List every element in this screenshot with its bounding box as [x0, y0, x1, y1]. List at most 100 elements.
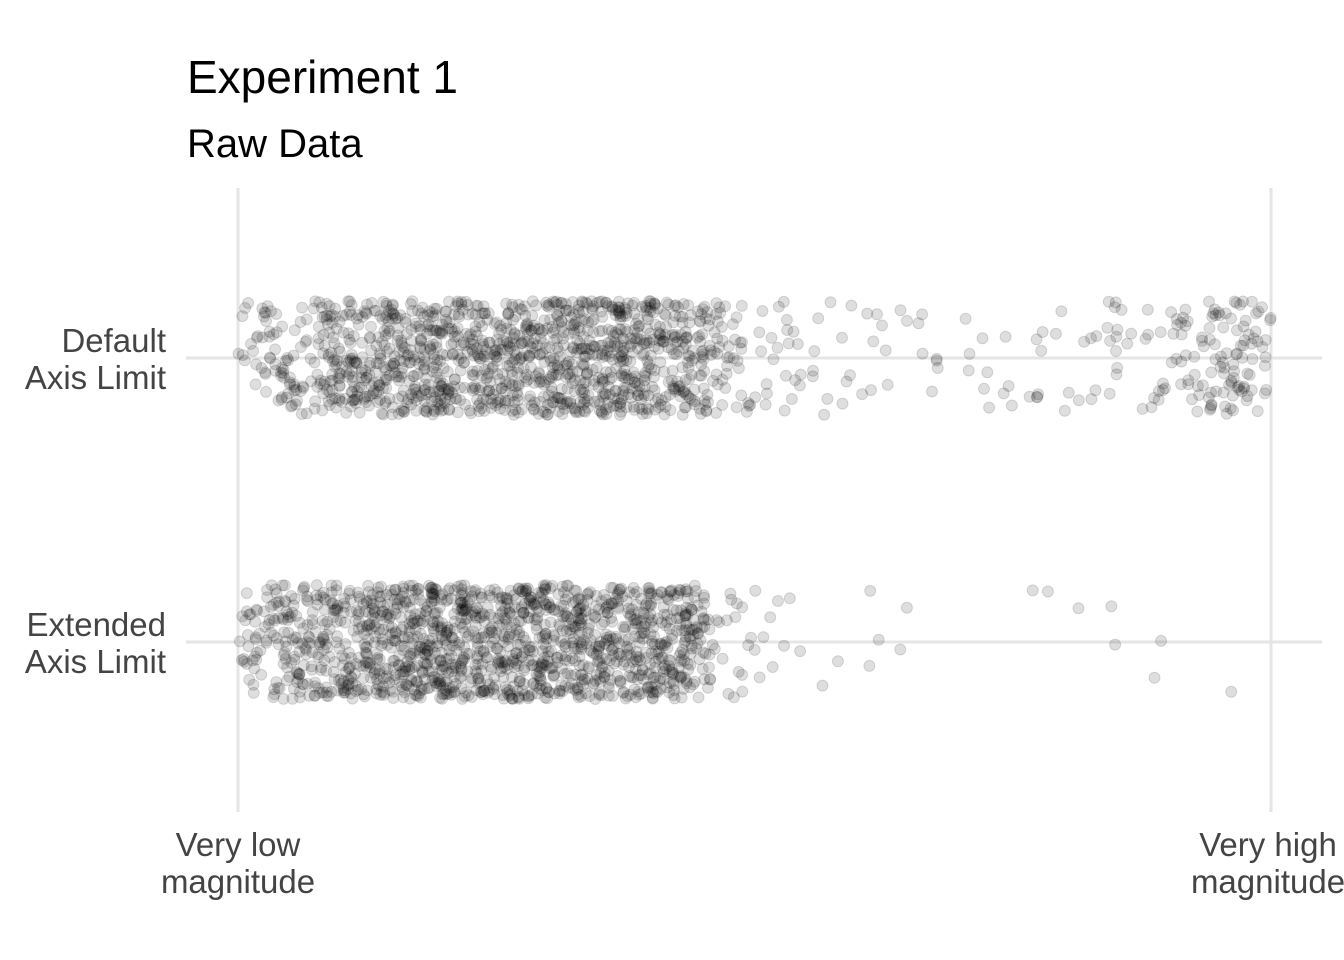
data-point: [441, 383, 453, 396]
data-point: [1243, 368, 1256, 381]
data-point: [628, 307, 641, 320]
data-point: [471, 299, 484, 312]
data-point: [272, 600, 285, 612]
data-point: [632, 320, 645, 333]
data-point: [336, 360, 349, 373]
data-point: [417, 359, 430, 371]
data-point: [605, 325, 618, 337]
data-point: [559, 298, 572, 310]
data-point: [1110, 345, 1122, 357]
data-point: [791, 338, 804, 350]
data-point: [726, 318, 739, 331]
data-point: [323, 300, 336, 313]
data-point: [473, 384, 486, 397]
data-point: [248, 650, 261, 663]
data-point: [340, 354, 353, 367]
data-point: [452, 354, 465, 367]
data-point: [315, 301, 328, 314]
data-point: [367, 384, 380, 397]
data-point: [664, 404, 677, 417]
data-point: [1256, 301, 1268, 314]
data-point: [270, 326, 283, 339]
data-point: [614, 310, 627, 323]
data-point: [456, 303, 469, 316]
data-point: [465, 407, 477, 420]
data-point: [346, 375, 359, 387]
data-point: [615, 369, 628, 382]
data-point: [402, 348, 415, 361]
data-point: [580, 342, 593, 355]
data-point: [501, 344, 514, 357]
data-point: [491, 345, 504, 358]
data-point: [543, 341, 556, 354]
data-point: [557, 326, 570, 339]
data-point: [688, 395, 701, 408]
data-point: [472, 350, 485, 363]
data-point: [1145, 401, 1158, 414]
data-point: [783, 592, 796, 605]
data-point: [840, 375, 853, 388]
data-point: [422, 318, 435, 331]
data-point: [407, 593, 420, 606]
data-point: [389, 312, 402, 325]
data-point: [397, 586, 410, 599]
data-point: [563, 654, 576, 667]
data-point: [364, 356, 376, 369]
data-point: [697, 348, 710, 361]
data-point: [667, 316, 680, 329]
data-point: [658, 335, 670, 348]
data-point: [260, 315, 273, 327]
data-point: [325, 308, 338, 321]
data-point: [652, 342, 665, 355]
data-point: [710, 368, 723, 381]
data-point: [576, 358, 588, 370]
data-point: [645, 362, 658, 375]
data-point: [506, 379, 519, 392]
data-point: [550, 295, 563, 308]
data-point: [399, 316, 412, 329]
data-point: [279, 635, 292, 648]
data-point: [1101, 321, 1114, 334]
data-point: [346, 386, 359, 398]
data-point: [564, 346, 577, 358]
data-point: [614, 355, 627, 368]
data-point: [544, 313, 557, 326]
data-point: [766, 661, 779, 673]
data-point: [704, 344, 717, 357]
data-point: [414, 340, 427, 353]
data-point: [263, 325, 276, 338]
data-point: [405, 334, 418, 347]
data-point: [682, 390, 695, 403]
data-point: [609, 385, 622, 398]
data-point: [420, 405, 433, 418]
data-point: [617, 355, 630, 368]
data-point: [512, 690, 525, 703]
data-point: [894, 643, 907, 656]
data-point: [467, 338, 480, 351]
data-point: [408, 383, 421, 396]
data-point: [449, 373, 461, 386]
data-point: [247, 686, 260, 699]
data-point: [415, 389, 428, 402]
data-point: [449, 659, 462, 672]
data-point: [500, 297, 513, 310]
data-point: [404, 344, 417, 356]
data-point: [508, 327, 521, 339]
data-point: [1240, 394, 1253, 407]
data-point: [685, 368, 698, 381]
data-point: [1179, 349, 1192, 362]
data-point: [397, 691, 410, 704]
data-point: [488, 344, 501, 357]
data-point: [599, 349, 612, 362]
data-point: [388, 350, 401, 363]
data-point: [597, 390, 610, 403]
data-point: [333, 315, 346, 328]
data-point: [573, 337, 586, 350]
data-point: [617, 389, 630, 402]
data-point: [686, 344, 699, 357]
data-point: [1204, 402, 1217, 415]
data-point: [351, 390, 363, 403]
data-point: [524, 361, 537, 374]
data-point: [342, 673, 355, 686]
data-point: [526, 309, 539, 322]
